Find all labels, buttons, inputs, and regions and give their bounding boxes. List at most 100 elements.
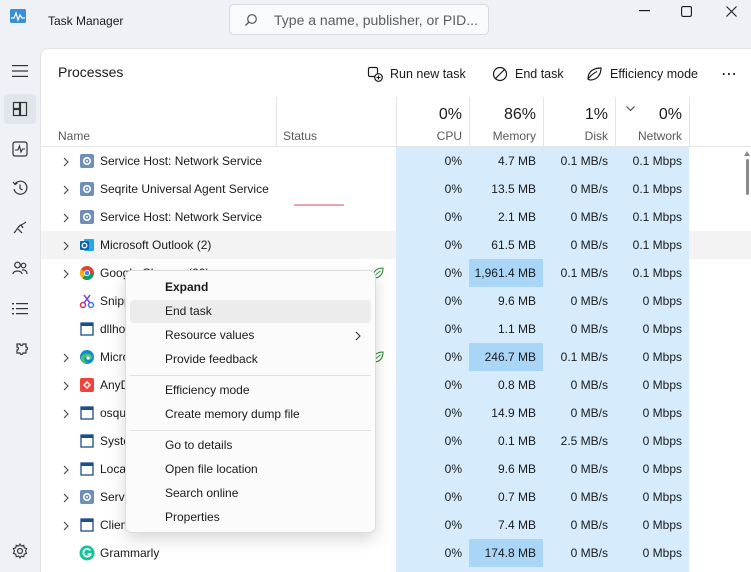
cpu-cell: 0% bbox=[396, 539, 469, 567]
process-name: Clien bbox=[100, 518, 127, 532]
search-box[interactable] bbox=[229, 4, 489, 35]
menu-item-open-file-location[interactable]: Open file location bbox=[130, 458, 371, 481]
performance-icon bbox=[12, 141, 28, 157]
nav-performance[interactable] bbox=[4, 134, 36, 164]
nav-settings[interactable] bbox=[4, 536, 36, 566]
table-row[interactable]: Service Host: Network Service 0% 2.1 MB 0 M… bbox=[41, 203, 751, 231]
nav-users[interactable] bbox=[4, 253, 36, 283]
column-separator bbox=[689, 97, 690, 147]
memory-cell: 0.1 MB bbox=[469, 427, 543, 455]
left-navigation bbox=[0, 40, 40, 572]
menu-item-search-online[interactable]: Search online bbox=[130, 482, 371, 505]
menu-item-efficiency-mode[interactable]: Efficiency mode bbox=[130, 379, 371, 402]
chevron-right-icon[interactable] bbox=[61, 240, 71, 250]
cpu-cell: 0% bbox=[396, 175, 469, 203]
memory-cell: 1,961.4 MB bbox=[469, 259, 543, 287]
network-cell: 0 Mbps bbox=[615, 483, 689, 511]
services-icon bbox=[12, 342, 28, 358]
nav-app-history[interactable] bbox=[4, 173, 36, 203]
network-cell: 0 Mbps bbox=[615, 511, 689, 539]
chevron-right-icon bbox=[355, 331, 361, 341]
nav-details[interactable] bbox=[4, 294, 36, 324]
status-indicator-line bbox=[294, 204, 344, 206]
chevron-right-icon[interactable] bbox=[61, 184, 71, 194]
users-icon bbox=[12, 260, 28, 276]
network-cell: 0.1 Mbps bbox=[615, 259, 689, 287]
chevron-right-icon[interactable] bbox=[61, 380, 71, 390]
disk-cell: 0 MB/s bbox=[543, 175, 615, 203]
more-options-icon: ⋯ bbox=[721, 64, 738, 84]
menu-item-go-to-details[interactable]: Go to details bbox=[130, 434, 371, 457]
vertical-scrollbar-thumb[interactable] bbox=[746, 159, 749, 195]
maximize-button[interactable] bbox=[666, 0, 706, 22]
context-menu: Expand End task Resource values Provide … bbox=[125, 270, 376, 533]
table-row[interactable]: Service Host: Network Service 0% 4.7 MB 0.1… bbox=[41, 147, 751, 175]
menu-item-end-task[interactable]: End task bbox=[130, 300, 371, 323]
gear-icon bbox=[79, 153, 95, 169]
minimize-button[interactable] bbox=[624, 0, 664, 22]
network-cell: 0.1 Mbps bbox=[615, 231, 689, 259]
nav-startup-apps[interactable] bbox=[4, 213, 36, 243]
maximize-icon bbox=[681, 6, 692, 17]
close-button[interactable] bbox=[711, 0, 751, 22]
menu-item-expand[interactable]: Expand bbox=[130, 276, 371, 299]
nav-services[interactable] bbox=[4, 335, 36, 365]
page-title: Processes bbox=[58, 64, 123, 80]
network-label: Network bbox=[615, 129, 682, 143]
efficiency-mode-label: Efficiency mode bbox=[610, 67, 698, 81]
cpu-cell: 0% bbox=[396, 203, 469, 231]
run-new-task-icon bbox=[367, 66, 383, 82]
memory-cell: 61.5 MB bbox=[469, 231, 543, 259]
memory-cell: 246.7 MB bbox=[469, 343, 543, 371]
menu-item-properties[interactable]: Properties bbox=[130, 506, 371, 529]
memory-total-percent: 86% bbox=[469, 106, 536, 124]
table-row[interactable]: Seqrite Universal Agent Service 0% 13.5 MB… bbox=[41, 175, 751, 203]
memory-cell: 9.6 MB bbox=[469, 455, 543, 483]
table-row[interactable]: Microsoft Outlook (2) 0% 61.5 MB 0 MB/s 0.1 … bbox=[41, 231, 751, 259]
menu-item-provide-feedback[interactable]: Provide feedback bbox=[130, 348, 371, 371]
chevron-right-icon[interactable] bbox=[61, 268, 71, 278]
scroll-up-arrow-icon[interactable] bbox=[744, 151, 750, 156]
menu-item-label: Resource values bbox=[165, 328, 254, 342]
table-row[interactable]: Grammarly 0% 174.8 MB 0 MB/s 0 Mbps bbox=[41, 539, 751, 567]
chevron-right-icon[interactable] bbox=[61, 464, 71, 474]
process-name: dllho bbox=[100, 322, 125, 336]
efficiency-mode-button[interactable]: Efficiency mode bbox=[586, 62, 698, 86]
process-name: osqu bbox=[100, 406, 126, 420]
run-new-task-button[interactable]: Run new task bbox=[367, 62, 466, 86]
app-window-icon bbox=[79, 405, 95, 421]
hamburger-menu-button[interactable] bbox=[4, 56, 36, 86]
search-input[interactable] bbox=[274, 10, 479, 30]
chevron-right-icon[interactable] bbox=[61, 408, 71, 418]
chevron-right-icon[interactable] bbox=[61, 520, 71, 530]
cpu-cell: 0% bbox=[396, 511, 469, 539]
network-cell: 0.1 Mbps bbox=[615, 175, 689, 203]
chevron-right-icon[interactable] bbox=[61, 212, 71, 222]
cpu-cell: 0% bbox=[396, 483, 469, 511]
memory-cell: 13.5 MB bbox=[469, 175, 543, 203]
menu-item-create-memory-dump[interactable]: Create memory dump file bbox=[130, 403, 371, 426]
chevron-right-icon[interactable] bbox=[61, 156, 71, 166]
chevron-right-icon[interactable] bbox=[61, 352, 71, 362]
chevron-right-icon[interactable] bbox=[61, 492, 71, 502]
cpu-cell: 0% bbox=[396, 287, 469, 315]
nav-processes[interactable] bbox=[4, 94, 36, 124]
end-task-button[interactable]: End task bbox=[492, 62, 564, 86]
disk-cell: 0 MB/s bbox=[543, 483, 615, 511]
app-history-icon bbox=[12, 180, 28, 196]
task-manager-app-icon bbox=[10, 9, 26, 23]
menu-item-resource-values[interactable]: Resource values bbox=[130, 324, 371, 347]
network-cell: 0 Mbps bbox=[615, 287, 689, 315]
column-separator bbox=[276, 97, 277, 147]
column-header-name[interactable]: Name bbox=[58, 129, 90, 143]
more-options-button[interactable]: ⋯ bbox=[721, 62, 738, 86]
memory-cell: 174.8 MB bbox=[469, 539, 543, 567]
memory-cell: 4.7 MB bbox=[469, 147, 543, 175]
column-header-status[interactable]: Status bbox=[283, 129, 317, 143]
cpu-cell: 0% bbox=[396, 259, 469, 287]
run-new-task-label: Run new task bbox=[390, 67, 466, 81]
hamburger-icon bbox=[12, 65, 28, 77]
menu-separator bbox=[130, 430, 371, 431]
memory-cell: 1.1 MB bbox=[469, 315, 543, 343]
network-cell: 0 Mbps bbox=[615, 371, 689, 399]
